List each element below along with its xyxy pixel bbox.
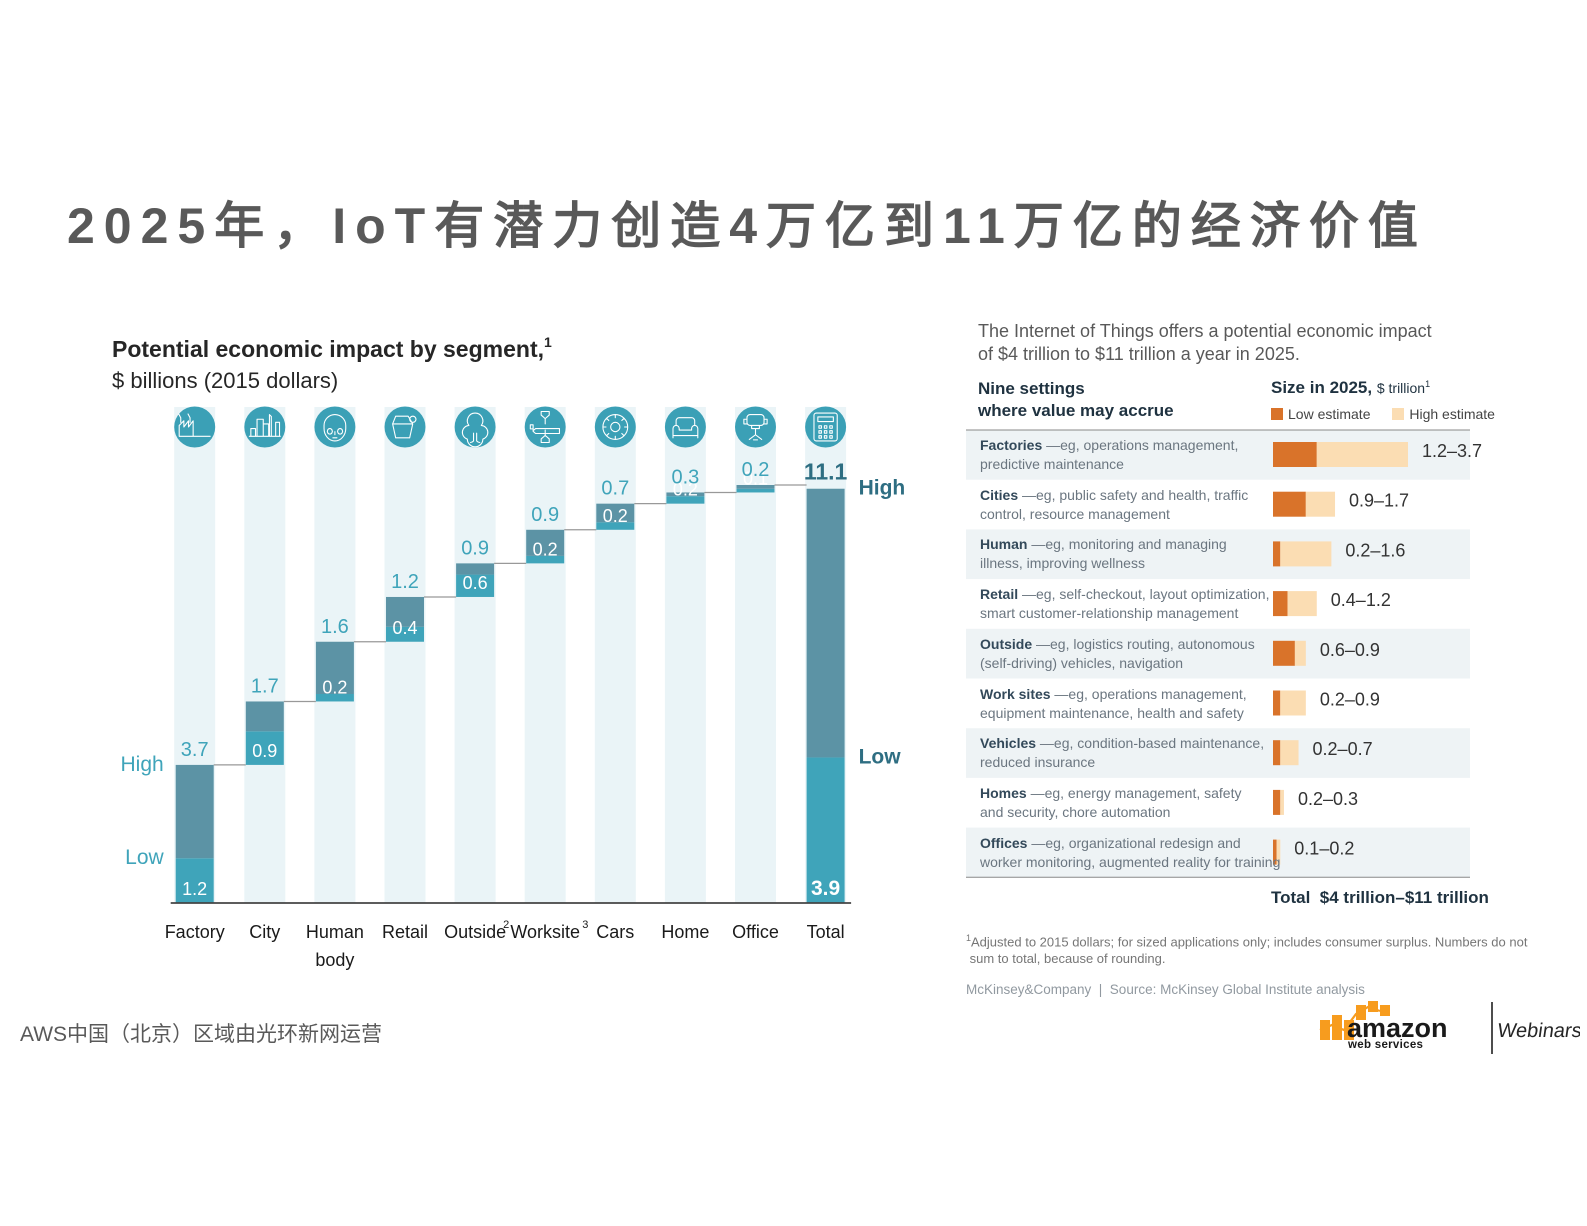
svg-text:web services: web services xyxy=(1347,1039,1423,1051)
svg-text:Webinars: Webinars xyxy=(1496,1020,1580,1042)
